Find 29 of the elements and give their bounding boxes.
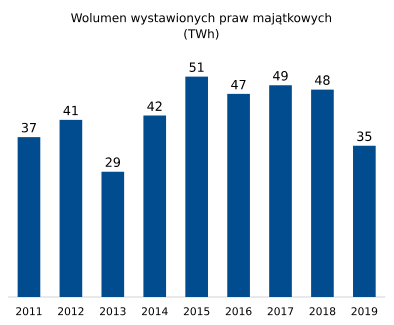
bar [101, 172, 124, 297]
data-label: 48 [315, 75, 330, 85]
x-tick-label: 2013 [100, 307, 126, 316]
data-label: 35 [357, 131, 372, 142]
bar [143, 116, 166, 297]
bar [353, 146, 376, 297]
data-label: 42 [147, 101, 162, 111]
x-tick-label: 2019 [352, 307, 378, 316]
data-label: 37 [22, 122, 36, 132]
x-tick-label: 2017 [268, 307, 294, 316]
bar [269, 85, 292, 297]
chart-title: Wolumen wystawionych praw majątkowych [71, 12, 332, 25]
x-tick-label: 2015 [184, 307, 210, 316]
x-tick-label: 2011 [16, 307, 42, 316]
bar [60, 120, 82, 297]
x-tick-label: 2018 [310, 307, 336, 316]
data-label: 41 [63, 106, 78, 116]
chart-subtitle: (TWh) [184, 28, 218, 40]
x-tick-label: 2016 [226, 307, 252, 316]
x-tick-label: 2014 [142, 307, 168, 316]
bar [18, 137, 40, 297]
bar [185, 76, 208, 297]
data-label: 51 [190, 62, 204, 72]
data-label: 49 [273, 70, 288, 81]
bar [311, 90, 334, 297]
bar [227, 94, 250, 297]
x-tick-label: 2012 [58, 307, 84, 316]
data-label: 47 [231, 80, 246, 90]
data-label: 29 [106, 157, 120, 167]
